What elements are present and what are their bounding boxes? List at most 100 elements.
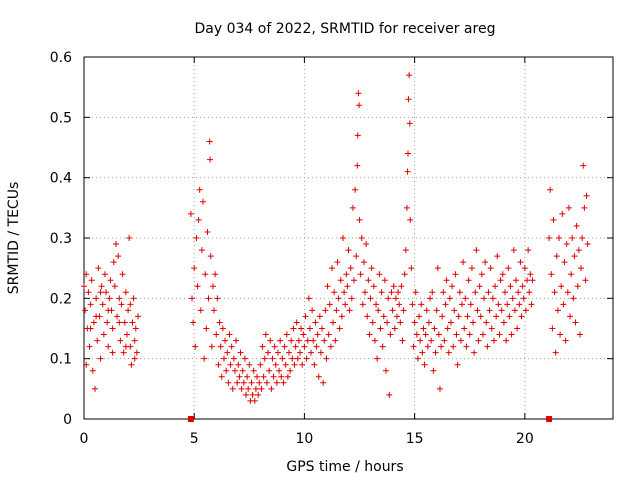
data-point [563, 241, 570, 248]
data-point [528, 301, 535, 308]
data-point [518, 313, 525, 320]
data-point [235, 361, 242, 368]
data-point [384, 319, 391, 326]
data-point [190, 319, 197, 326]
data-point [367, 295, 374, 302]
data-point [391, 325, 398, 332]
x-tick-label: 20 [516, 431, 534, 447]
data-point [330, 319, 337, 326]
data-point [557, 331, 564, 338]
data-point [132, 325, 139, 332]
data-point [572, 319, 579, 326]
data-point [455, 313, 462, 320]
data-point [441, 337, 448, 344]
data-point [255, 391, 262, 398]
data-point [398, 283, 405, 290]
data-point [284, 373, 291, 380]
data-point [97, 355, 104, 362]
data-point [406, 120, 413, 127]
data-point [114, 313, 121, 320]
data-point [374, 355, 381, 362]
data-point [371, 337, 378, 344]
data-point [258, 385, 265, 392]
data-point [395, 289, 402, 296]
x-axis-label: GPS time / hours [286, 459, 403, 475]
data-point [447, 319, 454, 326]
data-point [408, 265, 415, 272]
y-tick-label: 0.2 [50, 291, 72, 307]
data-point [325, 331, 332, 338]
data-point [324, 283, 331, 290]
data-point [106, 295, 113, 302]
data-point [449, 283, 456, 290]
data-point [416, 313, 423, 320]
data-point [107, 277, 114, 284]
data-point [197, 307, 204, 314]
data-point [289, 355, 296, 362]
data-point [561, 259, 568, 266]
data-point [396, 301, 403, 308]
data-point [119, 271, 126, 278]
data-point [430, 367, 437, 374]
data-point [268, 385, 275, 392]
data-point [571, 253, 578, 260]
data-point [529, 277, 536, 284]
data-point [418, 301, 425, 308]
data-point [546, 235, 553, 241]
data-point [277, 337, 284, 344]
data-point [522, 307, 529, 314]
data-point [209, 283, 216, 290]
data-point [521, 265, 528, 272]
data-point [328, 265, 335, 272]
data-point [215, 361, 222, 368]
data-point [109, 349, 116, 356]
data-point [516, 301, 523, 308]
x-tick-label: 5 [190, 431, 199, 447]
data-point [486, 307, 493, 314]
data-point [554, 307, 561, 314]
data-point [573, 222, 580, 229]
data-point [295, 337, 302, 344]
x-axis: 0 5 10 15 20 [80, 57, 534, 447]
data-point [244, 373, 251, 380]
data-point [135, 313, 142, 320]
data-point [263, 379, 270, 386]
data-point [314, 331, 321, 338]
data-point [423, 307, 430, 314]
data-point [499, 271, 506, 278]
data-point [95, 265, 102, 272]
data-point [245, 385, 252, 392]
data-point [484, 343, 491, 350]
data-point [356, 102, 363, 109]
data-point [316, 313, 323, 320]
data-point [118, 301, 125, 308]
data-point [582, 277, 589, 284]
data-point [319, 325, 326, 332]
data-point [390, 283, 397, 290]
data-point [216, 319, 223, 326]
data-point [497, 277, 504, 284]
data-point [493, 313, 500, 320]
data-point [234, 379, 241, 386]
data-point [389, 307, 396, 314]
data-point [485, 289, 492, 296]
data-point [444, 325, 451, 332]
data-point [88, 277, 95, 284]
data-point [292, 343, 299, 350]
data-point [581, 204, 588, 211]
data-point [87, 325, 94, 332]
data-point [411, 319, 418, 326]
data-point [103, 289, 110, 296]
data-point [552, 349, 559, 356]
data-point [456, 289, 463, 296]
data-point [250, 367, 257, 374]
data-point [413, 331, 420, 338]
grid [84, 57, 613, 419]
data-point [254, 373, 261, 380]
data-point [317, 349, 324, 356]
data-point [478, 271, 485, 278]
data-point [131, 337, 138, 344]
data-point [575, 247, 582, 254]
data-point [421, 361, 428, 368]
